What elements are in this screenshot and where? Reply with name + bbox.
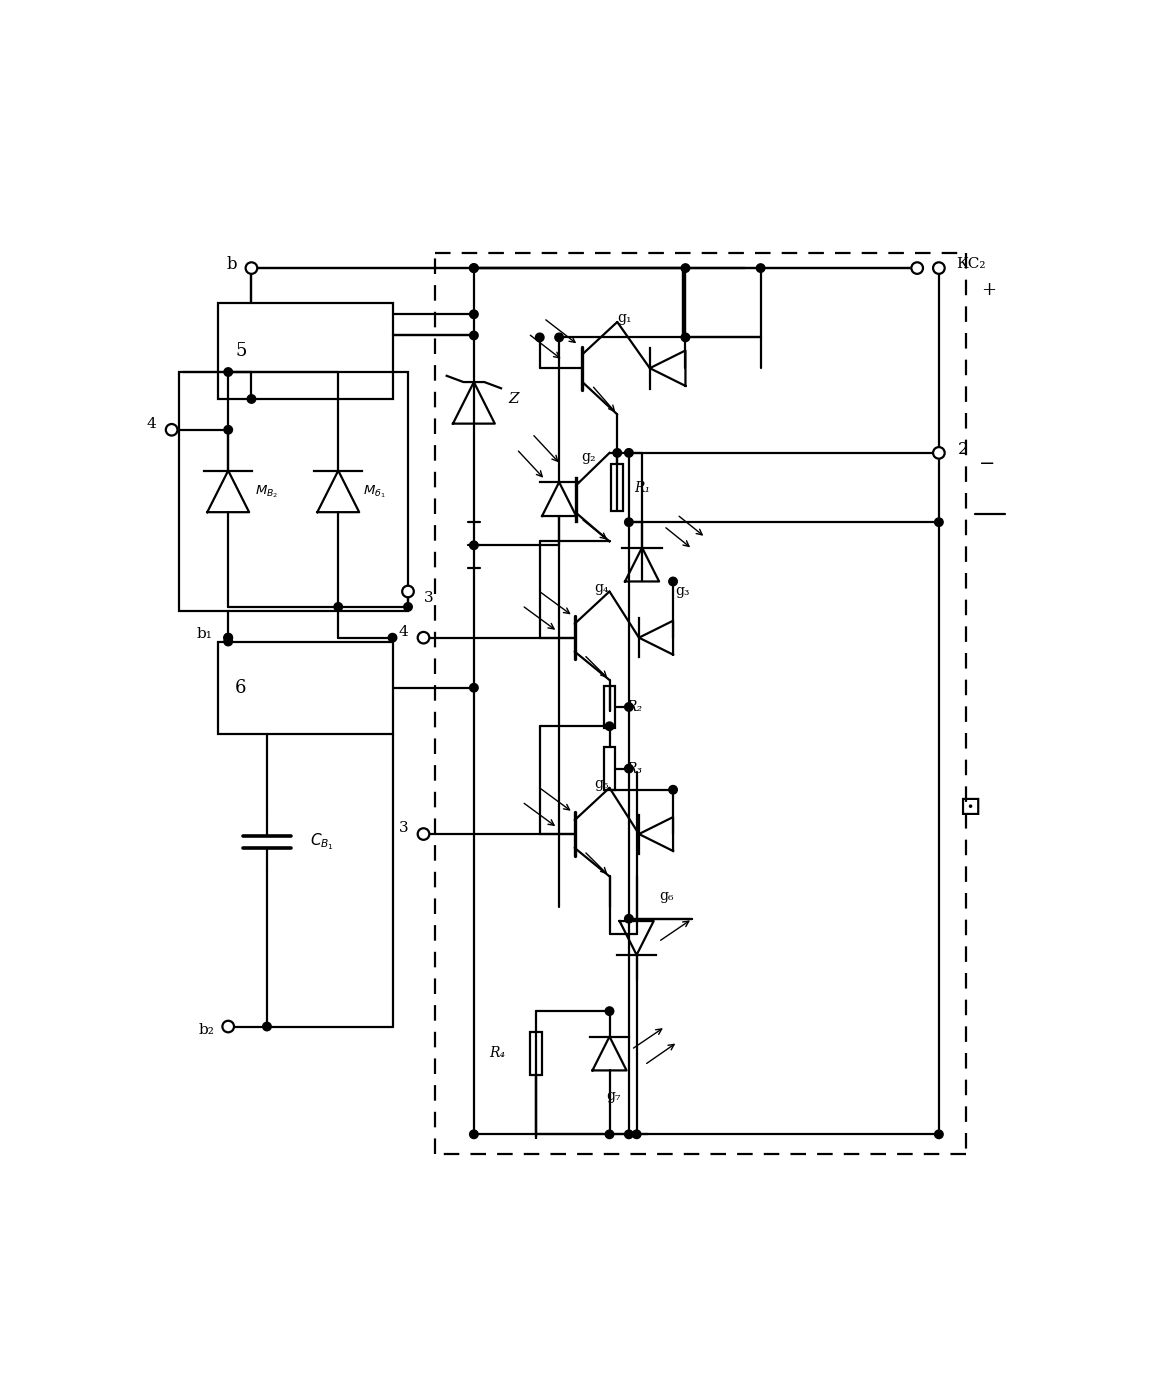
- Circle shape: [606, 1130, 614, 1139]
- Circle shape: [469, 264, 479, 272]
- Text: g₄: g₄: [594, 581, 609, 595]
- Circle shape: [624, 914, 633, 922]
- Circle shape: [669, 785, 677, 793]
- Circle shape: [469, 311, 479, 319]
- Circle shape: [624, 764, 633, 773]
- Text: 5: 5: [235, 343, 246, 361]
- Circle shape: [469, 264, 479, 272]
- Text: 3: 3: [423, 591, 434, 605]
- Text: $M_{б_1}$: $M_{б_1}$: [363, 483, 386, 499]
- Circle shape: [469, 541, 479, 549]
- Text: 2: 2: [958, 441, 969, 458]
- Circle shape: [262, 1022, 272, 1031]
- Circle shape: [469, 1130, 479, 1139]
- Text: b: b: [227, 255, 237, 273]
- Text: $C_{B_1}$: $C_{B_1}$: [310, 831, 334, 852]
- Text: b₁: b₁: [197, 627, 213, 641]
- Circle shape: [613, 448, 622, 458]
- Text: R₄: R₄: [489, 1046, 505, 1061]
- Circle shape: [624, 448, 633, 458]
- Text: g₃: g₃: [675, 584, 690, 598]
- Circle shape: [681, 264, 690, 272]
- Circle shape: [535, 333, 544, 341]
- Circle shape: [224, 634, 232, 642]
- Text: $M_{B_2}$: $M_{B_2}$: [255, 483, 279, 499]
- Circle shape: [632, 1130, 640, 1139]
- Circle shape: [165, 424, 177, 436]
- Text: +: +: [981, 280, 996, 298]
- Text: 4: 4: [399, 624, 408, 638]
- Text: g₁: g₁: [617, 311, 632, 325]
- Circle shape: [224, 426, 232, 434]
- Circle shape: [624, 703, 633, 712]
- Bar: [179, 372, 408, 610]
- Circle shape: [555, 333, 563, 341]
- Circle shape: [247, 395, 255, 404]
- Text: R₁: R₁: [635, 480, 651, 495]
- Text: g₆: g₆: [659, 889, 673, 903]
- Text: КС₂: КС₂: [956, 257, 985, 272]
- Text: g₅: g₅: [594, 777, 609, 791]
- Circle shape: [934, 517, 943, 527]
- Text: 6: 6: [235, 678, 246, 696]
- Circle shape: [224, 368, 232, 376]
- Circle shape: [469, 331, 479, 340]
- Bar: [603, 748, 615, 789]
- Circle shape: [224, 634, 232, 642]
- Circle shape: [417, 632, 429, 644]
- Bar: [218, 642, 393, 734]
- Circle shape: [469, 684, 479, 692]
- Text: −: −: [979, 455, 995, 473]
- Circle shape: [669, 577, 677, 585]
- Circle shape: [388, 634, 397, 642]
- Circle shape: [417, 828, 429, 839]
- Circle shape: [245, 262, 258, 273]
- Circle shape: [933, 447, 944, 459]
- Bar: [531, 1032, 542, 1075]
- Text: ⊡: ⊡: [958, 793, 981, 821]
- Circle shape: [222, 1021, 234, 1032]
- Circle shape: [934, 1130, 943, 1139]
- Text: g₂: g₂: [581, 449, 595, 463]
- Bar: [218, 302, 393, 399]
- Text: Z: Z: [509, 393, 519, 406]
- Text: g₇: g₇: [606, 1089, 621, 1103]
- Circle shape: [756, 264, 765, 272]
- Text: R₃: R₃: [627, 761, 643, 775]
- Circle shape: [606, 723, 614, 731]
- Circle shape: [403, 602, 413, 612]
- Bar: [612, 465, 623, 510]
- Circle shape: [224, 637, 232, 646]
- Circle shape: [624, 517, 633, 527]
- Bar: [603, 685, 615, 728]
- Text: 4: 4: [147, 416, 156, 430]
- Circle shape: [933, 262, 944, 273]
- Text: R₂: R₂: [627, 700, 643, 714]
- Circle shape: [334, 602, 342, 612]
- Circle shape: [624, 1130, 633, 1139]
- Circle shape: [681, 333, 690, 341]
- Text: 3: 3: [399, 821, 408, 835]
- Text: b₂: b₂: [199, 1024, 214, 1037]
- Circle shape: [606, 1007, 614, 1015]
- Circle shape: [911, 262, 922, 273]
- Circle shape: [402, 585, 414, 598]
